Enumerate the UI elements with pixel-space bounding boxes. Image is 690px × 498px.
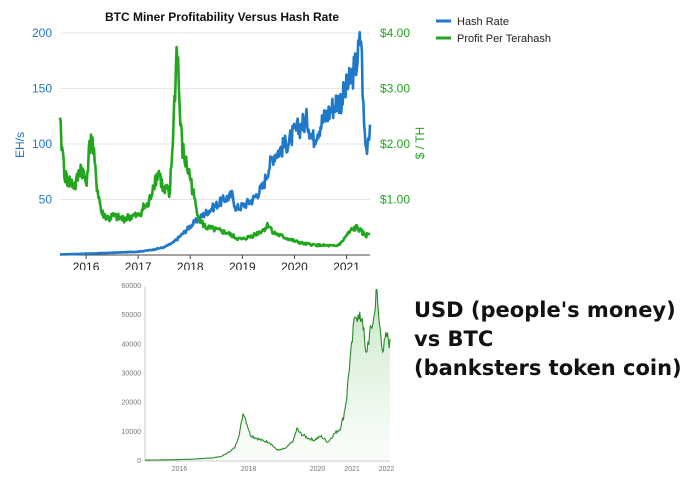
y-axis-left: 50 100 150 200 [32, 26, 52, 207]
y-right-tick-label: $4.00 [380, 26, 410, 40]
caption-line-3: (banksters token coin) [414, 356, 682, 380]
caption-line-2: vs BTC [414, 327, 494, 351]
legend: Hash Rate Profit Per Terahash [436, 16, 551, 45]
price-y-tick-label: 60000 [122, 283, 142, 290]
x-tick-label: 2019 [229, 260, 256, 270]
x-tick-label: 2016 [73, 260, 100, 270]
price-series-line [145, 288, 391, 461]
hashrate-profit-chart: BTC Miner Profitability Versus Hash Rate… [13, 10, 551, 270]
y-left-tick-label: 50 [39, 193, 53, 207]
y-right-tick-label: $3.00 [380, 82, 410, 96]
series-line-profit [58, 45, 371, 248]
y-left-tick-label: 100 [32, 137, 52, 151]
price-x-tick-label: 2020 [310, 466, 326, 473]
chart-gridlines [60, 32, 370, 200]
y-axis-right: $1.00 $2.00 $3.00 $4.00 [380, 26, 410, 207]
price-area-fill [145, 289, 390, 461]
y-left-tick-label: 200 [32, 26, 52, 40]
x-tick-label: 2018 [177, 260, 204, 270]
price-y-tick-label: 30000 [122, 371, 142, 378]
y-axis-right-label: $ / TH [413, 127, 427, 159]
price-x-tick-label: 2018 [241, 466, 257, 473]
caption-text: USD (people's money) vs BTC (banksters t… [414, 296, 684, 383]
price-x-tick-label: 2022 [379, 466, 395, 473]
y-right-tick-label: $2.00 [380, 137, 410, 151]
legend-item-hash-rate: Hash Rate [457, 16, 509, 28]
x-tick-label: 2017 [125, 260, 152, 270]
series-line-hash-rate [59, 30, 372, 256]
price-chart-axes: 0 10000 20000 30000 40000 50000 60000 2016 2018 2… [122, 283, 395, 473]
price-x-tick-label: 2016 [172, 466, 188, 473]
chart-series [58, 30, 372, 256]
price-y-tick-label: 0 [137, 458, 141, 465]
x-axis: 2016 2017 2018 2019 2020 2021 [60, 254, 370, 270]
caption-line-1: USD (people's money) [414, 298, 676, 322]
legend-item-profit: Profit Per Terahash [457, 33, 551, 45]
y-right-tick-label: $1.00 [380, 193, 410, 207]
price-y-tick-label: 40000 [122, 341, 142, 348]
price-y-tick-label: 50000 [122, 312, 142, 319]
price-chart-series [145, 288, 391, 461]
x-tick-label: 2020 [281, 260, 308, 270]
price-y-tick-label: 10000 [122, 429, 142, 436]
price-x-tick-label: 2021 [344, 466, 360, 473]
y-left-tick-label: 150 [32, 82, 52, 96]
y-axis-left-label: EH/s [13, 132, 27, 158]
x-tick-label: 2021 [333, 260, 360, 270]
chart-title: BTC Miner Profitability Versus Hash Rate [105, 10, 339, 24]
price-y-tick-label: 20000 [122, 400, 142, 407]
